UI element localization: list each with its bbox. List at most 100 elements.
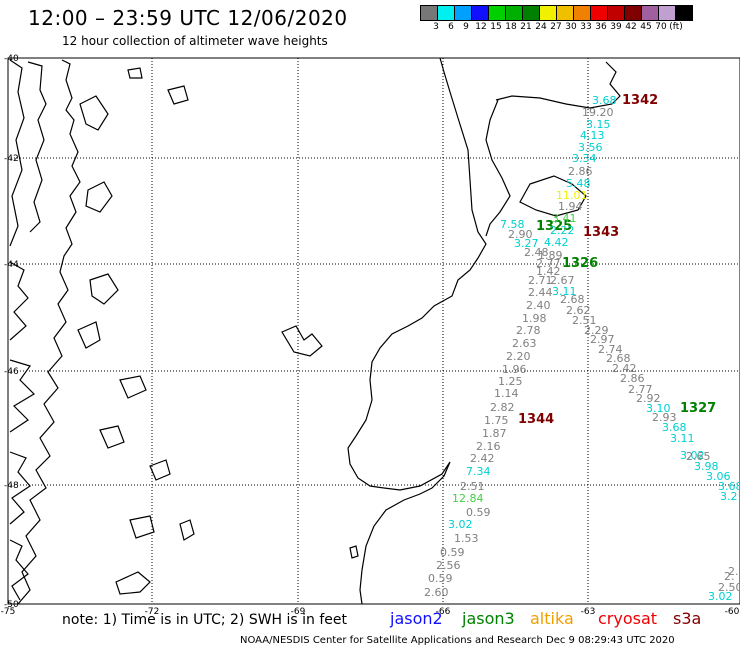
map-grid [8, 57, 740, 604]
wave-height-reading: 3.98 [694, 460, 719, 473]
satellite-legend-jason3: jason3 [462, 609, 515, 628]
wave-height-reading: 2.77 [536, 257, 561, 270]
wave-height-reading: 19.20 [582, 106, 614, 119]
pass-number: 1342 [622, 93, 658, 108]
wave-height-reading: 2.71 [528, 274, 553, 287]
wave-height-reading: 1.53 [454, 532, 479, 545]
wave-height-reading: 3.2 [720, 490, 738, 503]
colorbar-label: 18 [505, 22, 517, 32]
wave-height-reading: 2.97 [590, 333, 615, 346]
wave-height-reading: 4.13 [580, 129, 605, 142]
longitude-label: -72 [145, 607, 160, 617]
wave-height-reading: 2.68 [560, 293, 585, 306]
map-title: 12:00 – 23:59 UTC 12/06/2020 [28, 6, 348, 30]
wave-height-reading: 2.60 [424, 586, 449, 599]
wave-height-reading: 2.86 [620, 372, 645, 385]
wave-height-readings: 3.6819.203.154.133.563.342.865.4811.011.… [424, 94, 740, 603]
wave-height-reading: 12.84 [452, 492, 484, 505]
colorbar-label: 39 [610, 22, 622, 32]
wave-height-reading: 2.65 [686, 450, 711, 463]
wave-height-reading: 3.11 [670, 432, 695, 445]
wave-height-reading: 2. [728, 565, 739, 578]
wave-height-reading: 2.62 [566, 304, 591, 317]
colorbar-label: 33 [580, 22, 592, 32]
wave-height-reading: 2.42 [612, 362, 637, 375]
colorbar-swatch [675, 5, 693, 21]
wave-height-reading: 3.02 [680, 449, 705, 462]
colorbar-label: 36 [595, 22, 607, 32]
latitude-label: -40 [4, 54, 19, 64]
wave-height-reading: 1.42 [536, 265, 561, 278]
pass-number: 1343 [583, 225, 619, 240]
wave-height-reading: 2.92 [636, 392, 661, 405]
colorbar-label: 15 [490, 22, 502, 32]
wave-height-reading: 2.50 [718, 581, 740, 594]
wave-height-reading: 2.16 [476, 440, 501, 453]
wave-height-reading: 2.56 [436, 559, 461, 572]
wave-height-reading: 2.44 [528, 286, 553, 299]
colorbar-label: 42 [625, 22, 637, 32]
wave-height-reading: 2.20 [506, 350, 531, 363]
wave-height-reading: 7.58 [500, 218, 525, 231]
wave-height-reading: 4.42 [544, 236, 569, 249]
wave-height-reading: 1.94 [558, 200, 583, 213]
latitude-label: -48 [4, 481, 19, 491]
pass-number: 1325 [536, 219, 572, 234]
wave-height-reading: 3.10 [646, 402, 671, 415]
satellite-legend-s3a: s3a [673, 609, 702, 628]
wave-height-reading: 1.87 [482, 427, 507, 440]
colorbar-labels: 3 6 9 12 15 18 21 24 27 30 33 36 39 42 45 70 (ft) [421, 22, 740, 34]
wave-height-reading: 3.68 [592, 94, 617, 107]
wave-height-reading: 7.34 [466, 465, 491, 478]
wave-height-reading: 3.06 [706, 470, 731, 483]
colorbar-label: 9 [463, 22, 469, 32]
wave-height-reading: 1.14 [494, 387, 519, 400]
wave-height-reading: 5.48 [566, 177, 591, 190]
coastline [9, 57, 621, 605]
colorbar-label: 45 [640, 22, 652, 32]
wave-height-reading: 2.22 [550, 224, 575, 237]
wave-height-reading: 0.59 [440, 546, 465, 559]
wave-height-reading: 3.68 [662, 421, 687, 434]
colorbar-label: (ft) [669, 22, 683, 32]
wave-height-reading: 3.02 [448, 518, 473, 531]
latitude-label: -44 [4, 260, 19, 270]
colorbar-label: 27 [550, 22, 562, 32]
wave-height-reading: 2.82 [490, 401, 515, 414]
colorbar-label: 30 [565, 22, 577, 32]
wave-height-reading: 3.41 [552, 212, 577, 225]
colorbar-label: 24 [535, 22, 547, 32]
wave-height-reading: 0.59 [428, 572, 453, 585]
wave-height-reading: 2.90 [508, 228, 533, 241]
map-frame [7, 57, 740, 605]
wave-height-reading: 2.86 [568, 165, 593, 178]
wave-height-reading: 2.48 [524, 246, 549, 259]
colorbar-label: 70 [655, 22, 667, 32]
satellite-legend-altika: altika [530, 609, 574, 628]
satellite-legend-jason2: jason2 [390, 609, 443, 628]
pass-labels: 1342 1325 1343 1326 1344 1327 [518, 93, 716, 427]
wave-height-reading: 2.29 [584, 324, 609, 337]
colorbar-label: 3 [433, 22, 439, 32]
wave-height-reading: 2. [724, 570, 735, 583]
latitude-label: -50 [4, 600, 19, 610]
pass-number: 1326 [562, 256, 598, 271]
wave-height-reading: 2.77 [628, 383, 653, 396]
wave-height-reading: 3.11 [552, 285, 577, 298]
wave-height-reading: 2.68 [606, 352, 631, 365]
wave-height-reading: 2.93 [652, 411, 677, 424]
wave-height-reading: 1.89 [538, 249, 563, 262]
longitude-label: -63 [581, 607, 596, 617]
wave-height-reading: 2.63 [512, 337, 537, 350]
wave-height-reading: 2.67 [550, 274, 575, 287]
wave-height-reading: 2.40 [526, 299, 551, 312]
longitude-label: -66 [436, 607, 451, 617]
wave-height-colorbar [420, 5, 693, 21]
wave-height-reading: 2.51 [572, 314, 597, 327]
wave-height-reading: 0.59 [466, 506, 491, 519]
wave-height-reading: 2.42 [470, 452, 495, 465]
wave-height-reading: 3.34 [572, 152, 597, 165]
wave-height-reading: 1.96 [502, 363, 527, 376]
pass-number: 1327 [680, 401, 716, 416]
